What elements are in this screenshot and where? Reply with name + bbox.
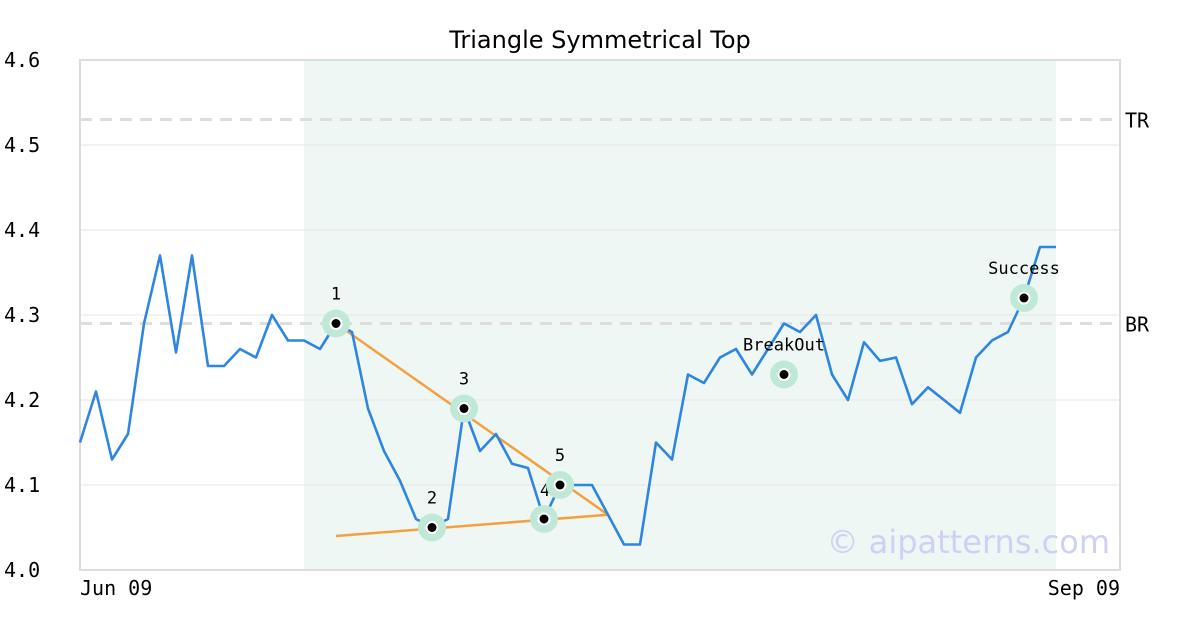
y-tick-label: 4.5 [4, 133, 40, 157]
marker-label: BreakOut [743, 336, 825, 356]
plot-frame [79, 59, 1121, 571]
y-tick-label: 4.3 [4, 303, 40, 327]
marker-dot [537, 512, 551, 526]
marker-label: 4 [540, 481, 550, 501]
trendline [335, 513, 609, 538]
y-tick-label: 4.4 [4, 218, 40, 242]
y-axis-ticks: 4.0 4.1 4.2 4.3 4.4 4.5 4.6 [4, 48, 40, 582]
level-label: BR [1125, 313, 1150, 337]
marker-dot [329, 317, 343, 330]
grid [80, 144, 1120, 486]
chart-title: Triangle Symmetrical Top [448, 26, 751, 54]
level-lines: TR BR [80, 109, 1150, 337]
watermark: © aipatterns.com [827, 523, 1110, 561]
y-tick-label: 4.0 [4, 558, 40, 582]
level-label: TR [1125, 109, 1150, 133]
marker-dot [553, 478, 567, 492]
x-tick-label: Sep 09 [1048, 576, 1120, 600]
marker-dot [457, 402, 471, 415]
pattern-markers: 1 2 3 45 BreakOut Success [322, 259, 1060, 542]
y-tick-label: 4.2 [4, 388, 40, 412]
marker-dot [1017, 291, 1031, 305]
marker-label: 2 [427, 489, 437, 509]
marker-label: 3 [459, 370, 469, 390]
marker-label: 1 [331, 285, 341, 305]
x-tick-label: Jun 09 [80, 576, 152, 600]
y-tick-label: 4.6 [4, 48, 40, 72]
marker-dot [777, 368, 791, 381]
marker-label: 5 [555, 446, 565, 466]
y-tick-label: 4.1 [4, 473, 40, 497]
marker-label: Success [988, 259, 1060, 279]
x-axis-ticks: Jun 09 Sep 09 [80, 576, 1120, 600]
marker-dot [425, 521, 439, 534]
